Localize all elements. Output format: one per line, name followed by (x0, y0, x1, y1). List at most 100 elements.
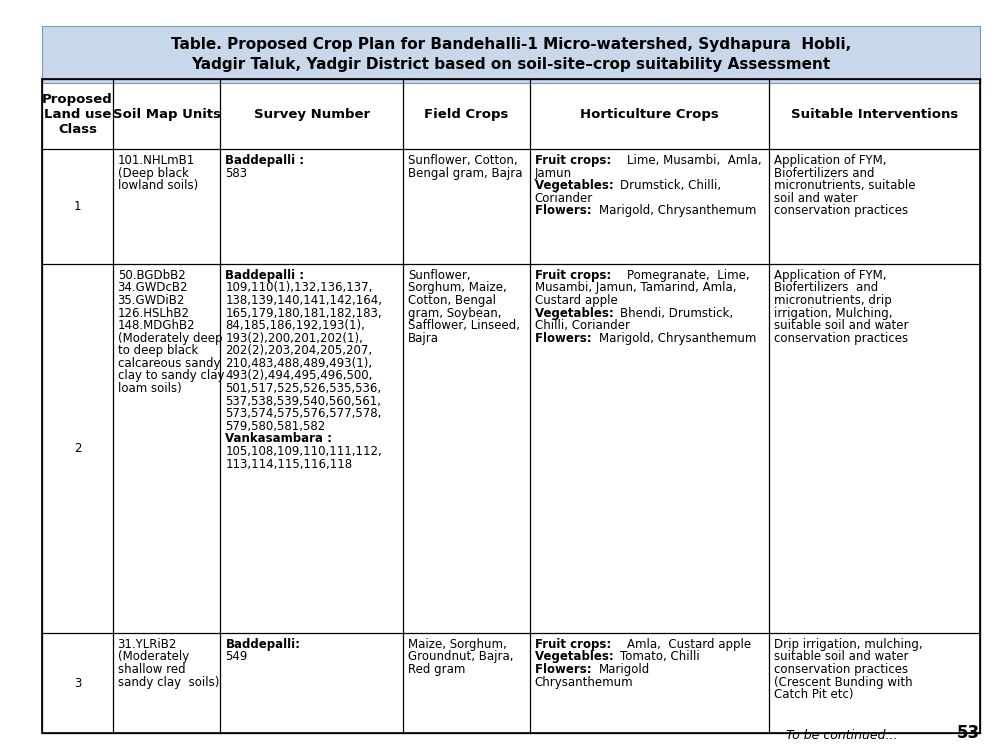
Text: Vankasambara :: Vankasambara : (226, 432, 333, 445)
Text: 210,483,488,489,493(1),: 210,483,488,489,493(1), (226, 357, 373, 370)
Text: 493(2),494,495,496,500,: 493(2),494,495,496,500, (226, 370, 373, 383)
Text: Lime, Musambi,  Amla,: Lime, Musambi, Amla, (627, 154, 761, 167)
Text: 583: 583 (226, 166, 248, 179)
Text: calcareous sandy: calcareous sandy (118, 357, 220, 370)
Text: 501,517,525,526,535,536,: 501,517,525,526,535,536, (226, 382, 382, 395)
Text: Baddepalli :: Baddepalli : (226, 154, 304, 167)
Text: (Deep black: (Deep black (118, 166, 188, 179)
Text: Pomegranate,  Lime,: Pomegranate, Lime, (627, 269, 750, 282)
Text: Chilli, Coriander: Chilli, Coriander (535, 319, 630, 332)
Text: Flowers:: Flowers: (535, 204, 596, 217)
Text: Sorghum, Maize,: Sorghum, Maize, (408, 281, 507, 294)
Text: Red gram: Red gram (408, 663, 466, 676)
Text: Marigold, Chrysanthemum: Marigold, Chrysanthemum (599, 332, 756, 345)
Text: irrigation, Mulching,: irrigation, Mulching, (774, 307, 892, 320)
Text: Field Crops: Field Crops (424, 107, 509, 121)
Text: 84,185,186,192,193(1),: 84,185,186,192,193(1), (226, 319, 365, 332)
Text: Musambi, Jamun, Tamarind, Amla,: Musambi, Jamun, Tamarind, Amla, (535, 281, 736, 294)
Text: suitable soil and water: suitable soil and water (774, 319, 908, 332)
Text: loam soils): loam soils) (118, 382, 181, 395)
Text: To be continued...: To be continued... (786, 730, 898, 742)
Text: lowland soils): lowland soils) (118, 179, 198, 192)
Text: 1: 1 (74, 200, 82, 213)
Text: soil and water: soil and water (774, 192, 858, 205)
Text: Vegetables:: Vegetables: (535, 179, 618, 192)
Text: Marigold, Chrysanthemum: Marigold, Chrysanthemum (599, 204, 756, 217)
Text: conservation practices: conservation practices (774, 332, 908, 345)
Text: Baddepalli:: Baddepalli: (226, 638, 300, 651)
Text: Proposed
Land use
Class: Proposed Land use Class (42, 93, 113, 135)
Text: Horticulture Crops: Horticulture Crops (580, 107, 719, 121)
Text: Cotton, Bengal: Cotton, Bengal (408, 294, 496, 307)
Text: Baddepalli :: Baddepalli : (226, 269, 304, 282)
Text: micronutrients, suitable: micronutrients, suitable (774, 179, 915, 192)
Text: Soil Map Units: Soil Map Units (113, 107, 221, 121)
Text: (Moderately deep: (Moderately deep (118, 332, 222, 345)
Text: Biofertilizers  and: Biofertilizers and (774, 281, 878, 294)
Text: Chrysanthemum: Chrysanthemum (535, 676, 633, 689)
Text: 3: 3 (74, 677, 82, 689)
Text: 126.HSLhB2: 126.HSLhB2 (118, 307, 190, 320)
Text: Bajra: Bajra (408, 332, 439, 345)
Text: Bhendi, Drumstick,: Bhendi, Drumstick, (620, 307, 733, 320)
Text: Sunflower, Cotton,: Sunflower, Cotton, (408, 154, 518, 167)
Text: 35.GWDiB2: 35.GWDiB2 (118, 294, 185, 307)
Text: Custard apple: Custard apple (535, 294, 618, 307)
Text: 148.MDGhB2: 148.MDGhB2 (118, 319, 196, 332)
Text: Maize, Sorghum,: Maize, Sorghum, (408, 638, 507, 651)
Text: conservation practices: conservation practices (774, 204, 908, 217)
Text: shallow red: shallow red (118, 663, 185, 676)
Text: Vegetables:: Vegetables: (535, 307, 618, 320)
Text: Bengal gram, Bajra: Bengal gram, Bajra (408, 166, 523, 179)
Text: 573,574,575,576,577,578,: 573,574,575,576,577,578, (226, 407, 382, 420)
Text: Tomato, Chilli: Tomato, Chilli (620, 650, 700, 663)
Text: 109,110(1),132,136,137,: 109,110(1),132,136,137, (226, 281, 373, 294)
Text: Flowers:: Flowers: (535, 663, 596, 676)
Text: 549: 549 (226, 650, 248, 663)
Text: Drumstick, Chilli,: Drumstick, Chilli, (620, 179, 721, 192)
Text: clay to sandy clay: clay to sandy clay (118, 370, 224, 383)
Text: 202(2),203,204,205,207,: 202(2),203,204,205,207, (226, 344, 373, 358)
Text: Yadgir Taluk, Yadgir District based on soil-site–crop suitability Assessment: Yadgir Taluk, Yadgir District based on s… (192, 57, 831, 73)
Text: 101.NHLmB1: 101.NHLmB1 (118, 154, 195, 167)
Text: gram, Soybean,: gram, Soybean, (408, 307, 502, 320)
Text: Application of FYM,: Application of FYM, (774, 154, 886, 167)
Text: Safflower, Linseed,: Safflower, Linseed, (408, 319, 520, 332)
Text: Suitable Interventions: Suitable Interventions (790, 107, 958, 121)
Text: 193(2),200,201,202(1),: 193(2),200,201,202(1), (226, 332, 363, 345)
Bar (42, 26, 980, 83)
Text: 105,108,109,110,111,112,: 105,108,109,110,111,112, (226, 445, 382, 458)
Text: Survey Number: Survey Number (254, 107, 370, 121)
Text: Vegetables:: Vegetables: (535, 650, 618, 663)
Text: Drip irrigation, mulching,: Drip irrigation, mulching, (774, 638, 922, 651)
Text: suitable soil and water: suitable soil and water (774, 650, 908, 663)
Text: Sunflower,: Sunflower, (408, 269, 471, 282)
Text: 31.YLRiB2: 31.YLRiB2 (118, 638, 177, 651)
Text: Table. Proposed Crop Plan for Bandehalli-1 Micro-watershed, Sydhapura  Hobli,: Table. Proposed Crop Plan for Bandehalli… (171, 37, 851, 52)
Text: (Crescent Bunding with: (Crescent Bunding with (774, 676, 912, 689)
Text: 53: 53 (957, 724, 980, 742)
Text: Biofertilizers and: Biofertilizers and (774, 166, 874, 179)
Text: Catch Pit etc): Catch Pit etc) (774, 688, 854, 701)
Text: Groundnut, Bajra,: Groundnut, Bajra, (408, 650, 514, 663)
Text: 138,139,140,141,142,164,: 138,139,140,141,142,164, (226, 294, 382, 307)
Text: micronutrients, drip: micronutrients, drip (774, 294, 892, 307)
Text: Coriander: Coriander (535, 192, 593, 205)
Text: Marigold: Marigold (599, 663, 650, 676)
Text: 50.BGDbB2: 50.BGDbB2 (118, 269, 185, 282)
Bar (42, 79, 980, 733)
Text: (Moderately: (Moderately (118, 650, 188, 663)
Text: 165,179,180,181,182,183,: 165,179,180,181,182,183, (226, 307, 382, 320)
Text: Fruit crops:: Fruit crops: (535, 638, 615, 651)
Text: Fruit crops:: Fruit crops: (535, 269, 615, 282)
Text: 113,114,115,116,118: 113,114,115,116,118 (226, 457, 353, 470)
Text: sandy clay  soils): sandy clay soils) (118, 676, 219, 689)
Text: 34.GWDcB2: 34.GWDcB2 (118, 281, 188, 294)
Text: Amla,  Custard apple: Amla, Custard apple (627, 638, 751, 651)
Text: Fruit crops:: Fruit crops: (535, 154, 615, 167)
Text: Flowers:: Flowers: (535, 332, 596, 345)
Text: 2: 2 (74, 442, 82, 455)
Text: to deep black: to deep black (118, 344, 198, 358)
Text: 579,580,581,582: 579,580,581,582 (226, 420, 326, 432)
Text: conservation practices: conservation practices (774, 663, 908, 676)
